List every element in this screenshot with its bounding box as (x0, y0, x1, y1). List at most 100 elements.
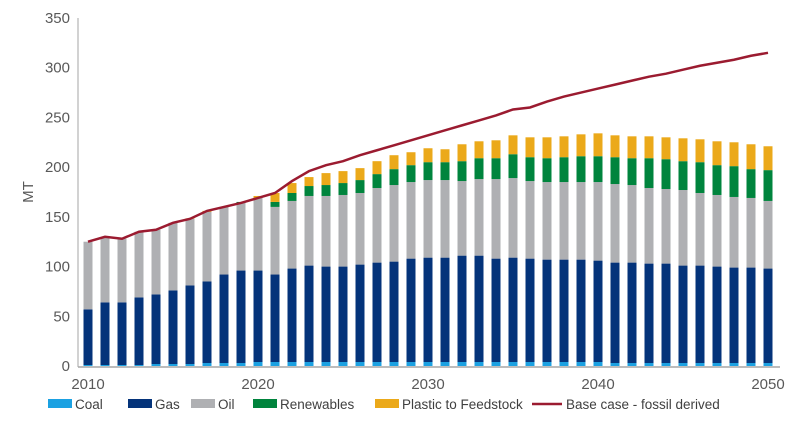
bar-plastic-to-feedstock-2045 (679, 138, 688, 161)
bar-coal-2047 (713, 363, 722, 366)
y-tick-label: 100 (45, 259, 70, 276)
bar-oil-2038 (560, 182, 569, 260)
x-tick-label: 2030 (411, 376, 444, 393)
bar-coal-2018 (220, 363, 229, 366)
bar-oil-2032 (458, 181, 467, 256)
bar-gas-2047 (713, 267, 722, 363)
bar-coal-2044 (662, 363, 671, 366)
bar-oil-2040 (594, 182, 603, 261)
y-tick-label: 350 (45, 10, 70, 27)
legend-swatch (191, 399, 215, 408)
bar-oil-2029 (407, 182, 416, 259)
bar-oil-2028 (390, 185, 399, 262)
bar-gas-2048 (730, 268, 739, 363)
y-tick-label: 150 (45, 209, 70, 226)
legend-swatch (253, 399, 277, 408)
bar-plastic-to-feedstock-2023 (305, 177, 314, 186)
bar-plastic-to-feedstock-2026 (356, 168, 365, 180)
bar-coal-2033 (475, 362, 484, 366)
bar-coal-2030 (424, 362, 433, 366)
bar-gas-2024 (322, 267, 331, 362)
bar-renewables-2028 (390, 169, 399, 185)
bar-plastic-to-feedstock-2025 (339, 171, 348, 183)
bar-gas-2033 (475, 256, 484, 362)
bar-coal-2029 (407, 362, 416, 366)
bar-oil-2045 (679, 190, 688, 266)
bar-renewables-2048 (730, 166, 739, 197)
bars (84, 133, 773, 366)
bar-plastic-to-feedstock-2038 (560, 136, 569, 157)
legend-label: Renewables (280, 397, 355, 412)
bar-gas-2013 (135, 297, 144, 365)
legend-swatch (48, 399, 72, 408)
bar-gas-2035 (509, 258, 518, 362)
bar-coal-2031 (441, 362, 450, 366)
bar-renewables-2030 (424, 162, 433, 180)
bar-coal-2027 (373, 362, 382, 366)
bar-oil-2042 (628, 185, 637, 263)
bar-gas-2045 (679, 266, 688, 363)
bar-coal-2042 (628, 363, 637, 366)
bar-renewables-2023 (305, 186, 314, 196)
bar-oil-2021 (271, 207, 280, 275)
bar-renewables-2037 (543, 158, 552, 182)
bar-gas-2049 (747, 268, 756, 363)
bar-gas-2015 (169, 290, 178, 364)
bar-oil-2016 (186, 219, 195, 286)
bar-plastic-to-feedstock-2027 (373, 161, 382, 174)
bar-oil-2020 (254, 198, 263, 271)
bar-oil-2026 (356, 193, 365, 265)
bar-gas-2031 (441, 258, 450, 362)
bar-oil-2046 (696, 193, 705, 266)
bar-renewables-2027 (373, 174, 382, 188)
bar-gas-2032 (458, 256, 467, 362)
bar-coal-2021 (271, 362, 280, 366)
bar-gas-2018 (220, 275, 229, 363)
bar-oil-2037 (543, 182, 552, 260)
bar-coal-2016 (186, 364, 195, 366)
bar-plastic-to-feedstock-2039 (577, 134, 586, 156)
bar-gas-2043 (645, 264, 654, 363)
bar-gas-2014 (152, 294, 161, 364)
bar-plastic-to-feedstock-2049 (747, 144, 756, 169)
bar-gas-2034 (492, 259, 501, 362)
legend-swatch (375, 399, 399, 408)
bar-oil-2043 (645, 188, 654, 264)
bar-plastic-to-feedstock-2043 (645, 136, 654, 158)
y-axis-label: MT (20, 181, 37, 203)
x-tick-label: 2050 (751, 376, 784, 393)
bar-coal-2038 (560, 362, 569, 366)
bar-coal-2036 (526, 362, 535, 366)
bar-oil-2023 (305, 196, 314, 266)
bar-oil-2014 (152, 230, 161, 295)
bar-coal-2014 (152, 364, 161, 366)
bar-gas-2050 (764, 269, 773, 363)
bar-gas-2019 (237, 271, 246, 363)
bar-gas-2039 (577, 260, 586, 362)
bar-oil-2048 (730, 197, 739, 268)
bar-coal-2048 (730, 363, 739, 366)
bar-gas-2016 (186, 285, 195, 364)
bar-renewables-2049 (747, 169, 756, 198)
bar-oil-2050 (764, 201, 773, 269)
x-tick-label: 2040 (581, 376, 614, 393)
bar-renewables-2041 (611, 157, 620, 184)
bar-coal-2046 (696, 363, 705, 366)
bar-coal-2012 (118, 365, 127, 366)
bar-renewables-2025 (339, 183, 348, 195)
bar-gas-2028 (390, 262, 399, 362)
bar-plastic-to-feedstock-2028 (390, 155, 399, 169)
bar-plastic-to-feedstock-2044 (662, 137, 671, 159)
bar-plastic-to-feedstock-2042 (628, 136, 637, 158)
bar-gas-2029 (407, 259, 416, 362)
bar-gas-2036 (526, 259, 535, 362)
bar-plastic-to-feedstock-2029 (407, 152, 416, 165)
bar-renewables-2035 (509, 154, 518, 178)
bar-coal-2020 (254, 362, 263, 366)
bar-coal-2040 (594, 362, 603, 366)
legend-label: Base case - fossil derived (566, 397, 720, 412)
bar-coal-2022 (288, 362, 297, 366)
bar-renewables-2038 (560, 157, 569, 182)
